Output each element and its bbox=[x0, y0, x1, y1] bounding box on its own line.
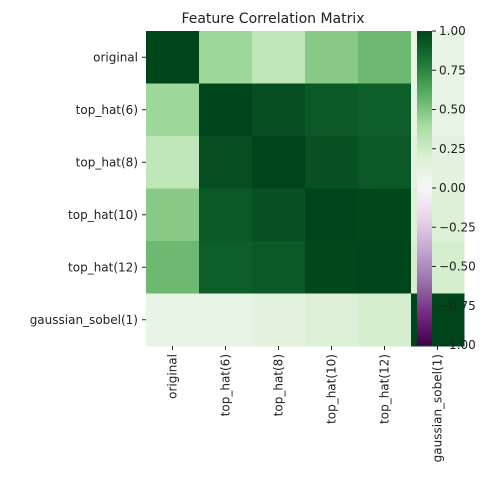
row-label: top_hat(6) bbox=[76, 103, 138, 117]
heatmap-cell bbox=[305, 188, 359, 242]
colorbar-tick-label: −0.75 bbox=[439, 299, 476, 313]
row-label: original bbox=[93, 50, 138, 64]
heatmap-cell bbox=[146, 293, 200, 347]
row-label: top_hat(10) bbox=[68, 208, 138, 222]
colorbar-tick-label: 0.50 bbox=[439, 103, 466, 117]
heatmap-cell bbox=[146, 83, 200, 137]
heatmap-cell bbox=[305, 241, 359, 294]
heatmap-cell bbox=[146, 241, 200, 294]
heatmap-cell bbox=[252, 188, 306, 242]
colorbar-tick-label: 0.75 bbox=[439, 63, 466, 77]
colorbar-tick-label: 0.25 bbox=[439, 142, 466, 156]
column-label: gaussian_sobel(1) bbox=[431, 354, 445, 462]
column-label: top_hat(12) bbox=[378, 354, 392, 424]
row-labels: original top_hat(6) top_hat(8) top_hat(10)t… bbox=[30, 50, 146, 327]
heatmap-cell bbox=[252, 83, 306, 137]
heatmap-cell bbox=[358, 293, 412, 347]
heatmap-cell bbox=[358, 31, 412, 84]
heatmap-cell bbox=[252, 293, 306, 347]
colorbar: 1.00 0.75 0.50 0.25 0.00 −0.25 −0.50 −0.75 −1.00 bbox=[417, 24, 476, 352]
heatmap-cell bbox=[199, 293, 253, 347]
heatmap-cell bbox=[305, 293, 359, 347]
heatmap-cell bbox=[199, 188, 253, 242]
colorbar-tick-label: −1.00 bbox=[439, 338, 476, 352]
heatmap-cell bbox=[305, 83, 359, 137]
heatmap-cell bbox=[146, 136, 200, 189]
colorbar-tick-label: −0.25 bbox=[439, 220, 476, 234]
column-label: top_hat(10) bbox=[325, 354, 339, 424]
heatmap-cell bbox=[199, 136, 253, 189]
heatmap-cell bbox=[252, 31, 306, 84]
row-label: top_hat(8) bbox=[76, 155, 138, 169]
heatmap-cell bbox=[358, 83, 412, 137]
column-label: top_hat(8) bbox=[272, 354, 286, 416]
heatmap-cell bbox=[252, 136, 306, 189]
heatmap-cell bbox=[358, 241, 412, 294]
column-label: original bbox=[166, 354, 180, 399]
heatmap-cell bbox=[358, 136, 412, 189]
heatmap-cell bbox=[358, 188, 412, 242]
heatmap-cell bbox=[146, 31, 200, 84]
colorbar-gradient bbox=[417, 31, 432, 345]
heatmap-cells bbox=[146, 31, 465, 347]
heatmap-cell bbox=[305, 31, 359, 84]
colorbar-tick-label: 1.00 bbox=[439, 24, 466, 38]
colorbar-tick-label: 0.00 bbox=[439, 181, 466, 195]
row-label: top_hat(12) bbox=[68, 260, 138, 274]
colorbar-tick-label: −0.50 bbox=[439, 260, 476, 274]
heatmap-cell bbox=[146, 188, 200, 242]
chart-title: Feature Correlation Matrix bbox=[181, 11, 364, 27]
heatmap-cell bbox=[199, 241, 253, 294]
column-labels: original top_hat(6) top_hat(8) top_hat(10) t… bbox=[166, 346, 445, 462]
heatmap-cell bbox=[252, 241, 306, 294]
colorbar-ticks: 1.00 0.75 0.50 0.25 0.00 −0.25 −0.50 −0.75 −1.00 bbox=[432, 24, 476, 352]
column-label: top_hat(6) bbox=[219, 354, 233, 416]
heatmap-cell bbox=[199, 83, 253, 137]
row-label: gaussian_sobel(1) bbox=[30, 313, 138, 327]
heatmap-cell bbox=[305, 136, 359, 189]
heatmap-cell bbox=[199, 31, 253, 84]
